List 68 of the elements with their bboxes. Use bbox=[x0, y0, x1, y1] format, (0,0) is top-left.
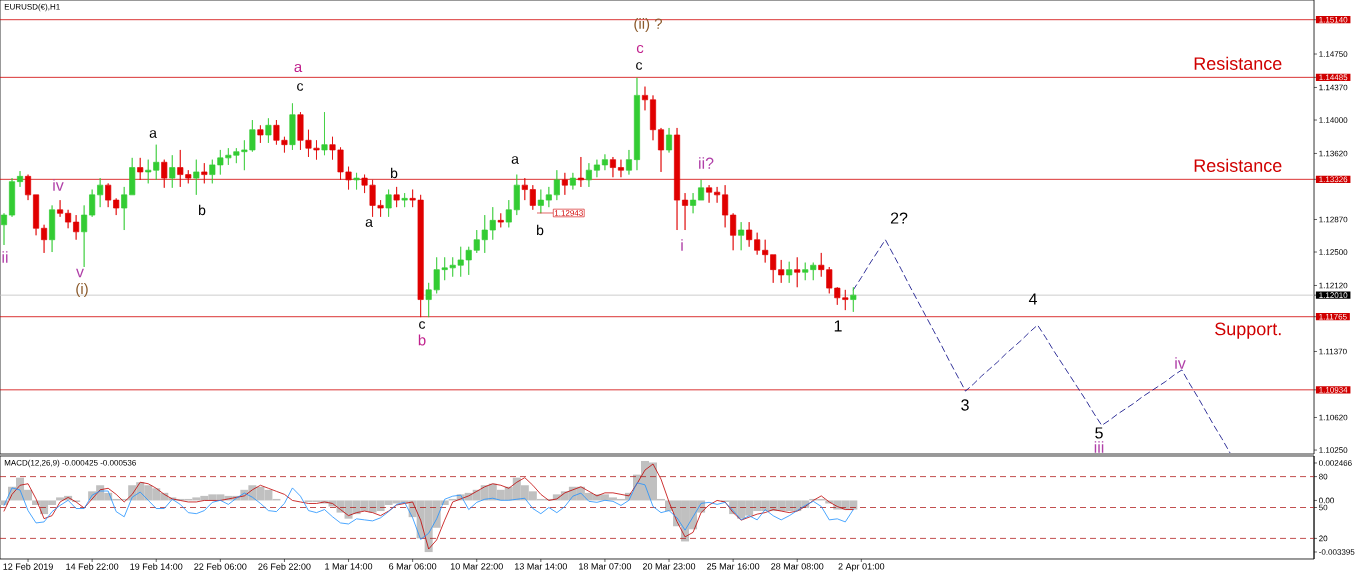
y-tick-label: 1.11370 bbox=[1319, 348, 1347, 355]
y-tick-label: 1.14485 bbox=[1319, 74, 1348, 81]
y2-tick-label: 50 bbox=[1319, 504, 1328, 511]
y-tick-label: -0.003395 bbox=[1319, 549, 1355, 555]
y-tick-label: 1.10934 bbox=[1319, 387, 1348, 393]
annotation: iv bbox=[1175, 357, 1186, 369]
y-tick-label: 1.14750 bbox=[1319, 51, 1348, 57]
y-tick-label: 1.12010 bbox=[1319, 292, 1348, 298]
y-tick-label: 1.10620 bbox=[1319, 414, 1348, 421]
x-tick-label: 10 Mar 22:00 bbox=[450, 563, 503, 570]
annotation: ii bbox=[2, 251, 8, 263]
annotation: 5 bbox=[1095, 427, 1103, 439]
annotation: v bbox=[76, 268, 84, 278]
x-tick-label: 25 Mar 16:00 bbox=[707, 563, 760, 570]
x-tick-label: 26 Feb 22:00 bbox=[258, 563, 311, 570]
y-tick-label: 1.10250 bbox=[1319, 447, 1348, 453]
x-tick-label: 6 Mar 06:00 bbox=[389, 563, 437, 570]
y-tick-label: 1.12500 bbox=[1319, 249, 1348, 255]
y-tick-label: 1.15140 bbox=[1319, 16, 1348, 23]
y2-tick-label: 20 bbox=[1319, 535, 1328, 542]
y-tick-label: 1.13326 bbox=[1319, 176, 1348, 183]
y-tick-label: 0.00 bbox=[1319, 497, 1334, 504]
annotation: c bbox=[636, 62, 643, 70]
annotation: a bbox=[511, 156, 519, 164]
y-tick-label: 1.14000 bbox=[1319, 117, 1348, 123]
annotation: (ii) ? bbox=[634, 18, 663, 32]
annotation: i bbox=[681, 239, 683, 251]
chart-title: MACD(12,26,9) -0.000425 -0.000536 bbox=[4, 459, 136, 468]
annotation: 3 bbox=[961, 399, 969, 411]
y-tick-label: 0.002466 bbox=[1319, 460, 1352, 466]
x-tick-label: 13 Mar 14:00 bbox=[515, 563, 567, 570]
annotation: c bbox=[636, 44, 644, 54]
x-tick-label: 22 Feb 06:00 bbox=[194, 563, 247, 570]
annotation: a bbox=[365, 219, 373, 227]
annotation: a bbox=[149, 130, 157, 138]
ref-line-label: Support. bbox=[1215, 322, 1281, 339]
y-tick-label: 1.11765 bbox=[1319, 313, 1347, 320]
y-tick-label: 1.14370 bbox=[1319, 84, 1348, 91]
chart-title: EURUSD(€),H1 bbox=[4, 3, 60, 12]
annotation: b bbox=[199, 204, 206, 216]
x-tick-label: 2 Apr 01:00 bbox=[838, 563, 885, 572]
x-tick-label: 28 Mar 08:00 bbox=[771, 563, 824, 570]
annotation: (i) bbox=[76, 283, 88, 297]
annotation: c bbox=[419, 321, 426, 329]
ref-line-label: Resistance bbox=[1194, 56, 1282, 70]
x-tick-label: 19 Feb 14:00 bbox=[130, 563, 183, 570]
x-tick-label: 14 Feb 22:00 bbox=[66, 563, 119, 570]
annotation: b bbox=[391, 167, 398, 179]
annotation: b bbox=[537, 224, 544, 236]
annotation: iii bbox=[1094, 441, 1104, 453]
y-tick-label: 1.12870 bbox=[1319, 216, 1348, 223]
x-tick-label: 20 Mar 23:00 bbox=[642, 563, 696, 570]
annotation: a bbox=[294, 63, 303, 73]
annotation: c bbox=[297, 83, 304, 91]
x-tick-label: 12 Feb 2019 bbox=[3, 563, 53, 570]
annotation: 1 bbox=[834, 320, 842, 332]
annotation: b bbox=[418, 334, 426, 346]
x-tick-label: 18 Mar 07:00 bbox=[579, 563, 632, 570]
y2-tick-label: 80 bbox=[1319, 473, 1328, 480]
y-tick-label: 1.13620 bbox=[1319, 150, 1348, 157]
annotation: 2? bbox=[890, 212, 908, 224]
annotation: ii? bbox=[699, 157, 714, 169]
y-tick-label: 1.12120 bbox=[1319, 282, 1348, 289]
annotation: iv bbox=[53, 179, 64, 191]
x-tick-label: 1 Mar 14:00 bbox=[325, 563, 373, 570]
ref-line-label: Resistance bbox=[1194, 158, 1282, 172]
annotation: 4 bbox=[1028, 293, 1037, 305]
annotation: 1.12943 bbox=[554, 210, 583, 216]
